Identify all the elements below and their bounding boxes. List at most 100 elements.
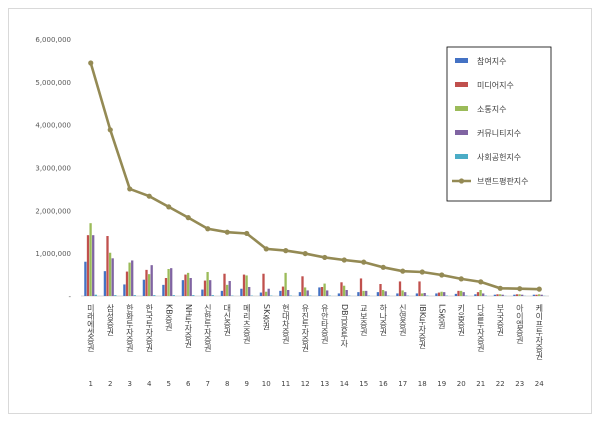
x-category-label: 다올투자증권: [476, 304, 485, 352]
x-rank-label: 4: [147, 380, 152, 388]
bar-미디어지수: [437, 292, 441, 296]
line-point: [107, 127, 113, 133]
x-rank-label: 11: [281, 380, 290, 388]
bar-소통지수: [186, 272, 190, 296]
bar-미디어지수: [359, 278, 363, 296]
bar-커뮤니티지수: [131, 260, 134, 296]
x-category-label: 신한투자증권: [203, 304, 212, 352]
bar-소통지수: [147, 274, 151, 296]
bar-소통지수: [284, 272, 287, 296]
bar-커뮤니티지수: [209, 280, 212, 296]
bar-참여지수: [298, 292, 302, 296]
line-point: [302, 250, 308, 257]
line-point: [322, 254, 328, 261]
legend-box: [446, 46, 552, 202]
x-category-label: 교보증권: [359, 304, 368, 336]
line-point: [205, 226, 211, 232]
line-point: [127, 186, 133, 192]
bar-미디어지수: [164, 278, 168, 296]
y-tick-label: 1,000,000: [35, 250, 71, 258]
bar-소통지수: [537, 294, 541, 296]
x-category-label: 하나증권: [378, 303, 387, 336]
x-rank-label: 18: [418, 380, 427, 388]
bar-소통지수: [459, 290, 463, 296]
bar-소통지수: [342, 285, 346, 296]
x-rank-label: 2: [108, 380, 112, 388]
legend-swatch: [455, 58, 468, 63]
line-point: [517, 286, 523, 292]
x-category-label: DB금융투자: [339, 304, 348, 349]
bar-참여지수: [123, 284, 126, 296]
line-point: [166, 204, 172, 210]
bar-사회공헌지수: [211, 295, 214, 296]
bar-참여지수: [513, 294, 516, 296]
bar-미디어지수: [106, 236, 109, 296]
line-point: [146, 193, 152, 199]
bar-미디어지수: [262, 273, 265, 296]
x-labels-layer: 미래에셋증권 1 삼성증권 2 한화투자증권 3 한국투자증권 4 KB증권 5 NH투자증권 6 신한…: [86, 303, 544, 388]
x-rank-label: 21: [476, 380, 485, 388]
x-category-label: IBK투자증권: [417, 304, 426, 349]
x-rank-label: 22: [496, 380, 505, 388]
bar-참여지수: [337, 293, 341, 296]
bar-소통지수: [440, 291, 443, 296]
axis-layer: - 1,000,000 2,000,000 3,000,000 4,000,000 5,0…: [35, 36, 549, 301]
x-category-label: 미래에셋증권: [86, 304, 95, 352]
bar-커뮤니티지수: [326, 290, 329, 296]
line-point: [400, 268, 406, 274]
x-rank-label: 17: [398, 380, 407, 388]
bar-커뮤니티지수: [228, 281, 231, 296]
line-point: [263, 246, 269, 252]
x-rank-label: 12: [301, 380, 310, 388]
line-point: [341, 257, 347, 263]
bar-소통지수: [108, 252, 112, 296]
bar-커뮤니티지수: [170, 268, 173, 296]
bar-미디어지수: [496, 294, 499, 296]
legend-swatch: [455, 154, 468, 159]
x-rank-label: 8: [225, 380, 229, 388]
bar-참여지수: [220, 290, 224, 296]
y-tick-label: 6,000,000: [35, 36, 71, 44]
bar-커뮤니티지수: [462, 292, 465, 296]
bar-사회공헌지수: [94, 294, 97, 296]
legend-swatch: [455, 106, 468, 111]
bar-소통지수: [206, 272, 209, 296]
x-category-label: 한국투자증권: [144, 304, 153, 352]
bar-참여지수: [259, 292, 263, 296]
bar-커뮤니티지수: [404, 292, 407, 296]
x-category-label: 한화투자증권: [125, 304, 134, 352]
bar-미디어지수: [125, 271, 129, 296]
bar-커뮤니티지수: [443, 292, 446, 296]
y-tick-label: 3,000,000: [35, 165, 71, 173]
bar-미디어지수: [301, 276, 304, 296]
legend-swatch: [455, 82, 468, 87]
bar-미디어지수: [223, 273, 226, 296]
bar-미디어지수: [320, 287, 324, 296]
bar-커뮤니티지수: [92, 235, 95, 296]
bar-소통지수: [498, 294, 502, 296]
bar-미디어지수: [145, 269, 148, 296]
line-point: [88, 60, 94, 66]
line-point: [224, 229, 230, 235]
x-category-label: 부국증권: [496, 304, 505, 336]
x-category-label: 메리츠증권: [242, 304, 251, 344]
bar-참여지수: [240, 288, 243, 296]
bar-사회공헌지수: [133, 295, 136, 296]
bar-참여지수: [357, 292, 360, 296]
bar-미디어지수: [398, 281, 402, 296]
legend-label: 소통지수: [477, 105, 506, 114]
line-point: [283, 248, 289, 254]
line-point: [380, 264, 386, 270]
x-rank-label: 14: [340, 380, 349, 388]
x-category-label: KB증권: [164, 304, 173, 331]
x-rank-label: 15: [359, 380, 368, 388]
bar-사회공헌지수: [192, 295, 195, 296]
x-rank-label: 10: [262, 380, 271, 388]
line-point: [361, 259, 367, 265]
bar-소통지수: [420, 293, 424, 296]
bar-커뮤니티지수: [189, 278, 192, 296]
bar-참여지수: [474, 294, 477, 296]
bar-커뮤니티지수: [248, 287, 251, 296]
x-category-label: 대신증권: [223, 304, 232, 336]
